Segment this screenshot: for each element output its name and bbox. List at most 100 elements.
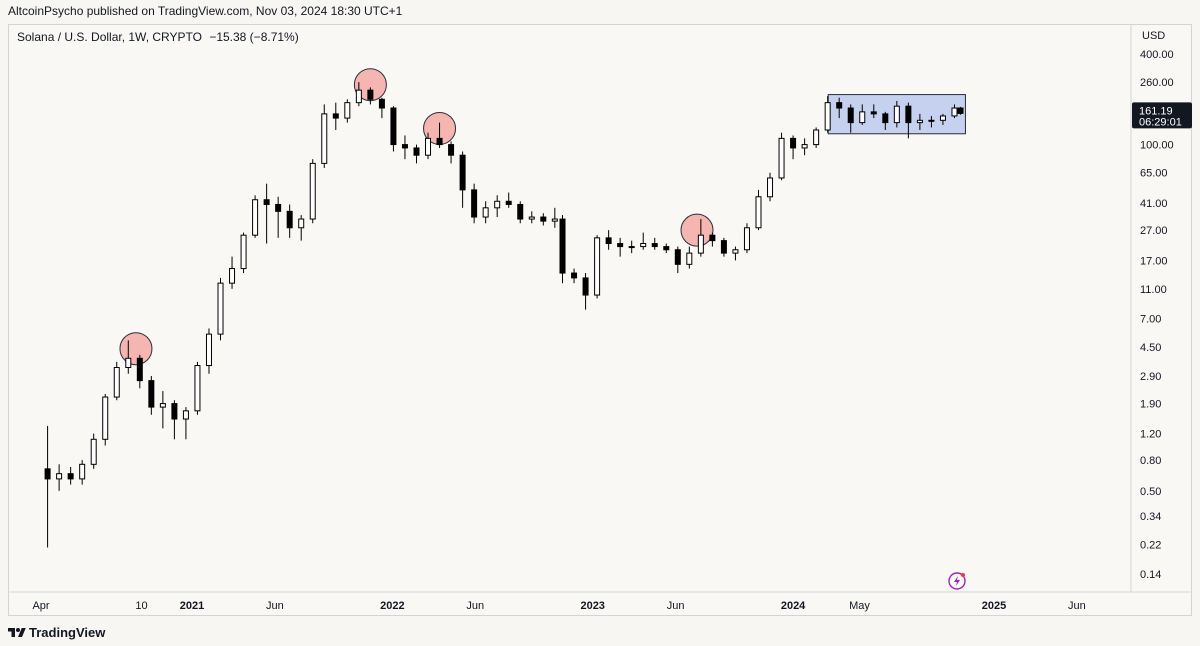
candle-body (720, 240, 727, 254)
candle-body (436, 137, 443, 146)
price-tick-label: 100.00 (1140, 140, 1174, 152)
time-tick-label: 2025 (982, 600, 1006, 612)
price-tick-label: 0.14 (1140, 569, 1161, 581)
price-tick-label: 400.00 (1140, 49, 1174, 61)
symbol-legend: Solana / U.S. Dollar, 1W, CRYPTO −15.38 … (17, 30, 299, 44)
price-tick-label: 0.80 (1140, 455, 1161, 467)
candle-body (836, 102, 843, 109)
price-tick-label: 0.22 (1140, 539, 1161, 551)
candle-body (79, 463, 86, 480)
price-tick-label: 1.90 (1140, 399, 1161, 411)
time-tick-label: 2024 (781, 600, 806, 612)
candle-body (148, 380, 155, 408)
candle-body (113, 367, 120, 398)
candle-body (594, 237, 601, 296)
candle-body (778, 137, 785, 179)
candle-body (182, 410, 189, 420)
time-tick-label: 2021 (180, 600, 204, 612)
candle-body (709, 234, 716, 242)
candle-body (847, 107, 854, 124)
candle-body (505, 200, 512, 205)
time-tick-label: 2023 (580, 600, 604, 612)
candle-body (102, 396, 109, 440)
candle-body (893, 105, 900, 124)
candle-body (401, 144, 408, 149)
price-tick-label: 0.50 (1140, 486, 1161, 498)
tradingview-logo-icon (8, 628, 26, 637)
candle-body (582, 277, 589, 296)
candle-body (905, 105, 912, 124)
price-tick-label: 27.00 (1140, 225, 1168, 237)
candle-body (44, 468, 51, 480)
price-tick-label: 4.50 (1140, 342, 1161, 354)
time-tick-label: Jun (667, 600, 685, 612)
highlight-circle (119, 332, 153, 366)
price-tag-value: 161.19 (1139, 105, 1173, 117)
candle-body (229, 268, 236, 284)
candle-body (640, 243, 647, 248)
candle-body (674, 249, 681, 265)
price-axis-ticks: 400.00 260.00 100.00 65.00 41.00 27.00 17.00 11… (1140, 49, 1174, 581)
candle-body (413, 147, 420, 156)
time-tick-label: Jun (1068, 600, 1086, 612)
price-tick-label: 41.00 (1140, 198, 1168, 210)
candle-body (870, 111, 877, 115)
time-tick-label: Apr (32, 600, 49, 612)
candle-body (957, 107, 964, 114)
currency-label[interactable]: USD (1142, 30, 1166, 42)
candle-body (171, 403, 178, 420)
candle-body (367, 89, 374, 100)
candle-body (471, 189, 478, 218)
candle-body (605, 237, 612, 245)
candle-body (528, 216, 535, 220)
candle-body (559, 218, 566, 274)
footer-brand: TradingView (29, 625, 106, 640)
price-tick-label: 65.00 (1140, 168, 1168, 180)
candle-body (240, 234, 247, 270)
candle-body (275, 203, 282, 212)
candle-body (801, 144, 808, 149)
candle-body (939, 115, 946, 121)
price-tick-label: 7.00 (1140, 313, 1161, 325)
candle-body (205, 333, 212, 367)
candle-body (517, 203, 524, 220)
candle-body (859, 111, 866, 124)
price-tag-countdown: 06:29:01 (1139, 116, 1182, 128)
candle-body (448, 144, 455, 156)
candle-body (790, 137, 797, 149)
candle-body (617, 243, 624, 248)
candle-body (252, 199, 259, 236)
price-tick-label: 17.00 (1140, 255, 1168, 267)
candle-body (697, 234, 704, 254)
time-axis-ticks: Apr 10 2021 Jun 2022 Jun 2023 Jun 2024 May 2025 Jun (32, 600, 1085, 612)
lightning-icon[interactable] (948, 572, 966, 590)
time-tick-label: Jun (466, 600, 484, 612)
candle-body (686, 252, 693, 265)
symbol-title: Solana / U.S. Dollar, 1W, CRYPTO (17, 30, 202, 44)
price-tick-label: 0.34 (1140, 511, 1161, 523)
candles (44, 82, 964, 548)
candle-body (56, 473, 63, 480)
time-tick-label: 2022 (380, 600, 404, 612)
candle-body (882, 113, 889, 124)
candle-body (494, 200, 501, 209)
time-tick-label: May (849, 600, 870, 612)
candle-body (651, 243, 658, 248)
chart-frame (8, 24, 1192, 616)
price-tick-label: 1.20 (1140, 429, 1161, 441)
price-tag-box (1132, 102, 1192, 129)
candle-body (732, 249, 739, 254)
circle-annotations (119, 68, 714, 366)
candle-body (916, 119, 923, 124)
candle-body (928, 119, 935, 122)
candle-body (767, 177, 774, 198)
candle-body (378, 98, 385, 109)
price-change: −15.38 (−8.71%) (209, 30, 299, 44)
candle-body (90, 438, 97, 465)
candle-body (824, 102, 831, 131)
candle-body (136, 357, 143, 382)
candle-body (390, 107, 397, 146)
candle-body (194, 365, 201, 412)
candle-body (344, 102, 351, 119)
